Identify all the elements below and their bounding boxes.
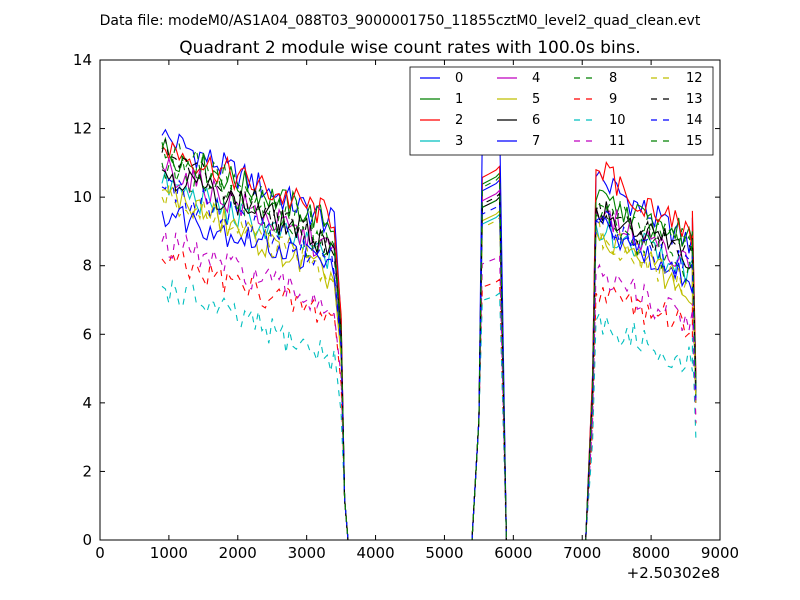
legend-label-14: 14 xyxy=(686,113,703,128)
x-tick-label: 0 xyxy=(95,544,105,562)
series-line-5 xyxy=(161,186,697,541)
legend-label-12: 12 xyxy=(686,71,703,86)
plot-frame xyxy=(99,59,721,541)
x-tick-label: 6000 xyxy=(494,544,532,562)
x-tick-label: 2000 xyxy=(219,544,257,562)
axes: 0 1000 2000 3000 4000 5000 6000 7000 8000 9000 0 2 4… xyxy=(73,51,739,562)
y-tick-label: 2 xyxy=(82,462,92,480)
legend-label-13: 13 xyxy=(686,92,703,107)
legend-label-1: 1 xyxy=(455,92,463,107)
y-tick-label: 8 xyxy=(82,257,92,275)
legend-label-9: 9 xyxy=(609,92,617,107)
y-tick-label: 14 xyxy=(73,51,92,69)
plot-area xyxy=(161,120,697,541)
legend-label-11: 11 xyxy=(609,134,626,149)
series-line-14 xyxy=(161,178,697,541)
y-tick-label: 10 xyxy=(73,188,92,206)
legend-label-15: 15 xyxy=(686,134,703,149)
x-tick-label: 1000 xyxy=(150,544,188,562)
x-tick-label: 4000 xyxy=(356,544,394,562)
legend-label-3: 3 xyxy=(455,134,463,149)
legend-label-0: 0 xyxy=(455,71,463,86)
x-tick-label: 8000 xyxy=(632,544,670,562)
legend-label-5: 5 xyxy=(532,92,540,107)
legend-label-6: 6 xyxy=(532,113,540,128)
series-line-11 xyxy=(161,231,697,541)
series-line-9 xyxy=(161,249,697,541)
legend-label-2: 2 xyxy=(455,113,463,128)
legend-label-7: 7 xyxy=(532,134,540,149)
series-line-15 xyxy=(161,142,697,541)
series-line-6 xyxy=(161,169,697,541)
series-line-13 xyxy=(161,139,697,541)
y-tick-label: 12 xyxy=(73,120,92,138)
series-line-0 xyxy=(161,128,697,541)
x-tick-label: 7000 xyxy=(563,544,601,562)
legend-label-4: 4 xyxy=(532,71,540,86)
x-tick-label: 3000 xyxy=(288,544,326,562)
y-tick-label: 0 xyxy=(82,531,92,549)
series-line-2 xyxy=(161,141,697,541)
x-offset-label: +2.50302e8 xyxy=(627,564,720,582)
suptitle: Data file: modeM0/AS1A04_088T03_90000017… xyxy=(100,13,701,29)
y-tick-label: 6 xyxy=(82,325,92,343)
chart-title: Quadrant 2 module wise count rates with … xyxy=(179,38,640,58)
series-line-7 xyxy=(161,120,697,541)
series-line-4 xyxy=(161,156,697,541)
legend-frame xyxy=(409,66,714,156)
x-tick-label: 9000 xyxy=(701,544,739,562)
x-tick-label: 5000 xyxy=(425,544,463,562)
legend-label-10: 10 xyxy=(609,113,626,128)
y-tick-label: 4 xyxy=(82,394,92,412)
series-line-10 xyxy=(161,279,697,541)
legend-label-8: 8 xyxy=(609,71,617,86)
